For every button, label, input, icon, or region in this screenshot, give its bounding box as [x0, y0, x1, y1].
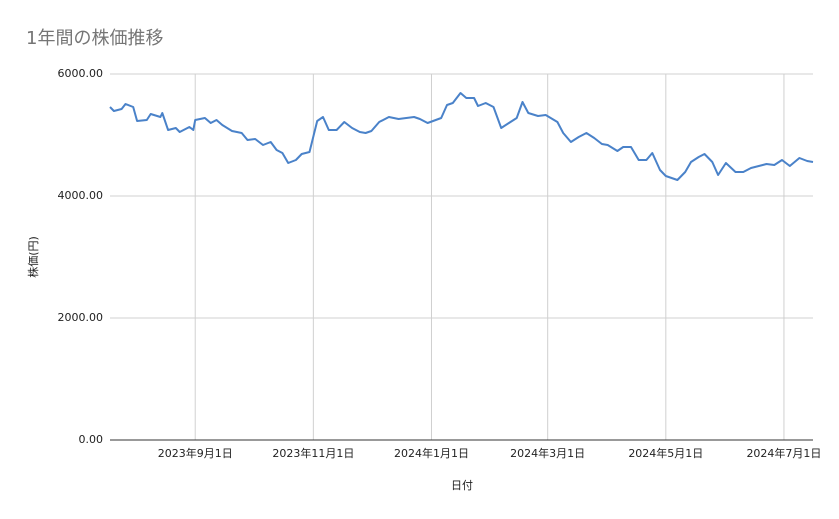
y-tick-label: 2000.00 [58, 311, 104, 324]
y-tick-label: 6000.00 [58, 67, 104, 80]
x-tick-label: 2023年9月1日 [158, 446, 233, 460]
y-tick-label: 0.00 [79, 433, 104, 446]
chart-title: 1年間の株価推移 [26, 28, 163, 49]
x-tick-label: 2024年3月1日 [510, 446, 585, 460]
x-tick-label: 2024年1月1日 [394, 446, 469, 460]
x-axis-label: 日付 [451, 479, 473, 492]
x-tick-label: 2024年5月1日 [628, 446, 703, 460]
data-line [109, 92, 814, 181]
x-tick-label: 2023年11月1日 [272, 446, 354, 460]
y-tick-label: 4000.00 [58, 189, 104, 202]
x-tick-label: 2024年7月1日 [746, 446, 821, 460]
y-axis-label: 株価(円) [26, 236, 40, 278]
